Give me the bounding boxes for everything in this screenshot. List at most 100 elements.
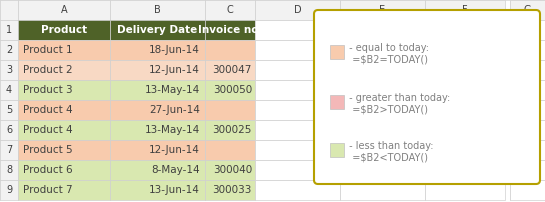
Text: Invoice no.: Invoice no. (198, 25, 262, 35)
Bar (425, 140, 505, 160)
Bar (110, 0, 205, 20)
Bar (510, 100, 545, 120)
Bar (205, 20, 255, 40)
Bar (425, 0, 505, 20)
Bar (255, 20, 340, 40)
Bar (255, 160, 340, 180)
Text: D: D (294, 5, 301, 15)
Bar (510, 140, 545, 160)
Bar (18, 160, 110, 180)
Bar (18, 140, 110, 160)
Bar (340, 40, 425, 60)
Bar (18, 80, 110, 100)
Bar (110, 40, 205, 60)
Bar (255, 80, 340, 100)
Text: 13-Jun-14: 13-Jun-14 (149, 185, 200, 195)
Text: 300033: 300033 (213, 185, 252, 195)
Text: C: C (227, 5, 233, 15)
Bar (340, 60, 425, 80)
Bar (330, 143, 344, 157)
Bar (110, 140, 205, 160)
Bar (110, 180, 205, 200)
Bar (110, 100, 205, 120)
Bar (0, 180, 18, 200)
Bar (18, 40, 110, 60)
Bar (0, 120, 18, 140)
Bar (110, 80, 205, 100)
Bar (205, 120, 255, 140)
Text: 8-May-14: 8-May-14 (152, 165, 200, 175)
Text: 13-May-14: 13-May-14 (145, 125, 200, 135)
Text: 300047: 300047 (213, 65, 252, 75)
Bar (0, 0, 18, 20)
Text: - greater than today:: - greater than today: (346, 93, 450, 103)
Text: Product 6: Product 6 (23, 165, 72, 175)
Bar (340, 80, 425, 100)
Bar (510, 180, 545, 200)
Text: 6: 6 (6, 125, 12, 135)
Bar (18, 0, 110, 20)
Bar (255, 60, 340, 80)
Text: Product 4: Product 4 (23, 105, 72, 115)
Text: 4: 4 (6, 85, 12, 95)
Bar (340, 100, 425, 120)
Bar (425, 180, 505, 200)
Bar (510, 120, 545, 140)
Text: G: G (524, 5, 531, 15)
Bar (18, 120, 110, 140)
Text: 13-May-14: 13-May-14 (145, 85, 200, 95)
Text: E: E (379, 5, 385, 15)
Text: Delivery Date: Delivery Date (117, 25, 198, 35)
Bar (0, 60, 18, 80)
Text: - less than today:: - less than today: (346, 141, 433, 151)
Bar (110, 160, 205, 180)
Text: B: B (154, 5, 161, 15)
Bar (425, 120, 505, 140)
Bar (425, 160, 505, 180)
Bar (0, 20, 18, 40)
Text: Product 2: Product 2 (23, 65, 72, 75)
Bar (0, 140, 18, 160)
Bar (510, 80, 545, 100)
Bar (205, 80, 255, 100)
Text: 300025: 300025 (213, 125, 252, 135)
Bar (255, 140, 340, 160)
Bar (330, 95, 344, 109)
Bar (205, 60, 255, 80)
Text: 8: 8 (6, 165, 12, 175)
Bar (330, 45, 344, 59)
Text: Product 7: Product 7 (23, 185, 72, 195)
Text: Product: Product (41, 25, 87, 35)
Text: =$B2<TODAY(): =$B2<TODAY() (346, 153, 428, 163)
Text: =$B2=TODAY(): =$B2=TODAY() (346, 55, 428, 65)
Text: 27-Jun-14: 27-Jun-14 (149, 105, 200, 115)
Bar (205, 160, 255, 180)
Bar (205, 180, 255, 200)
Bar (340, 160, 425, 180)
Bar (255, 0, 340, 20)
Text: Product 5: Product 5 (23, 145, 72, 155)
Bar (205, 40, 255, 60)
Bar (205, 140, 255, 160)
Text: 300050: 300050 (213, 85, 252, 95)
Bar (18, 20, 110, 40)
Bar (205, 100, 255, 120)
Bar (18, 60, 110, 80)
Bar (340, 120, 425, 140)
Text: 2: 2 (6, 45, 12, 55)
Bar (425, 80, 505, 100)
Bar (0, 160, 18, 180)
Text: F: F (462, 5, 468, 15)
Text: A: A (60, 5, 68, 15)
Text: 7: 7 (6, 145, 12, 155)
Bar (510, 40, 545, 60)
Bar (255, 180, 340, 200)
Bar (110, 120, 205, 140)
Text: Product 4: Product 4 (23, 125, 72, 135)
Bar (255, 100, 340, 120)
Bar (340, 180, 425, 200)
Bar (425, 20, 505, 40)
Text: 18-Jun-14: 18-Jun-14 (149, 45, 200, 55)
Bar (0, 100, 18, 120)
Bar (0, 80, 18, 100)
